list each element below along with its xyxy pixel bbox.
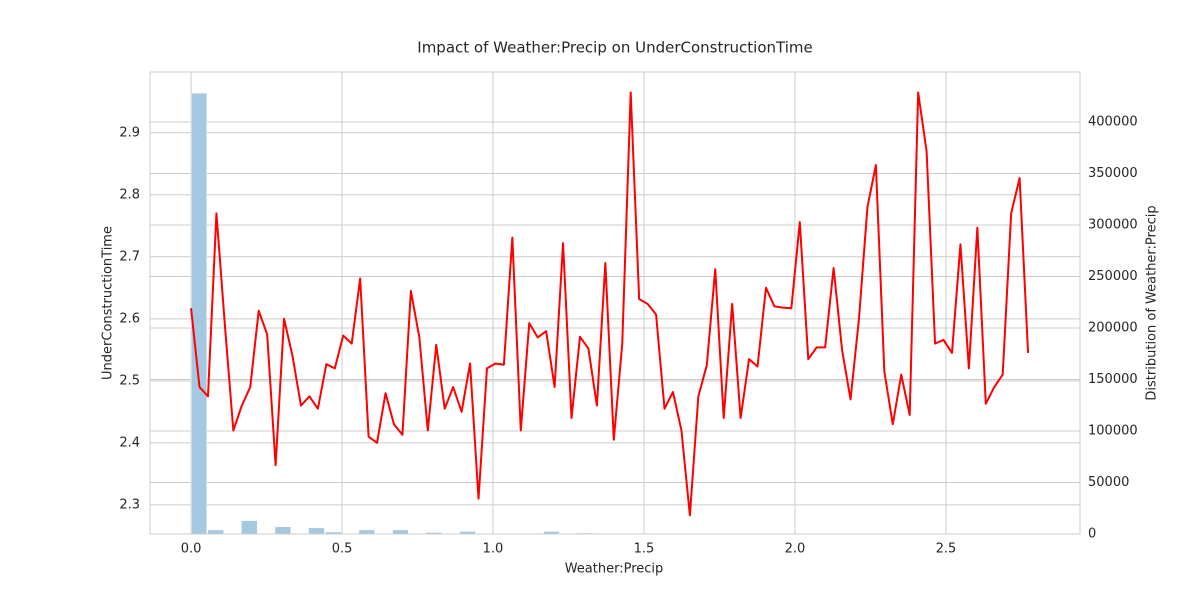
y2-tick-label: 50000 [1088,475,1129,490]
y2-tick-label: 200000 [1088,320,1138,335]
plot-frame [149,71,1081,535]
x-tick-label: 1.5 [634,542,655,557]
x-axis-label: Weather:Precip [565,562,664,577]
histogram-bar [358,529,375,535]
histogram-bar [274,526,292,535]
y-tick-label: 2.8 [119,187,140,202]
y2-tick-label: 0 [1088,527,1096,542]
histogram-bar [190,92,208,535]
chart-title: Impact of Weather:Precip on UnderConstru… [417,39,812,57]
y-tick-label: 2.9 [119,125,140,140]
y2-tick-label: 150000 [1088,372,1138,387]
y2-tick-label: 400000 [1088,114,1138,129]
y2-tick-label: 100000 [1088,423,1138,438]
y2-tick-label: 250000 [1088,269,1138,284]
x-tick-label: 0.0 [181,542,202,557]
histogram-bar [207,529,224,535]
y-tick-label: 2.3 [119,497,140,512]
y-tick-label: 2.6 [119,311,140,326]
y-axis-label: UnderConstructionTime [101,226,116,380]
y2-axis-label: Distribution of Weather:Precip [1145,205,1160,400]
y-tick-label: 2.7 [119,249,140,264]
y-tick-label: 2.5 [119,373,140,388]
line-series [190,91,1030,517]
histogram-bar [392,529,409,535]
x-tick-label: 1.0 [483,542,504,557]
x-tick-label: 0.5 [332,542,353,557]
x-tick-label: 2.0 [785,542,806,557]
y2-tick-label: 300000 [1088,217,1138,232]
histogram-bar [241,520,258,535]
histogram-bar [308,527,325,535]
y-tick-label: 2.4 [119,435,140,450]
x-tick-label: 2.5 [936,542,957,557]
y2-tick-label: 350000 [1088,166,1138,181]
